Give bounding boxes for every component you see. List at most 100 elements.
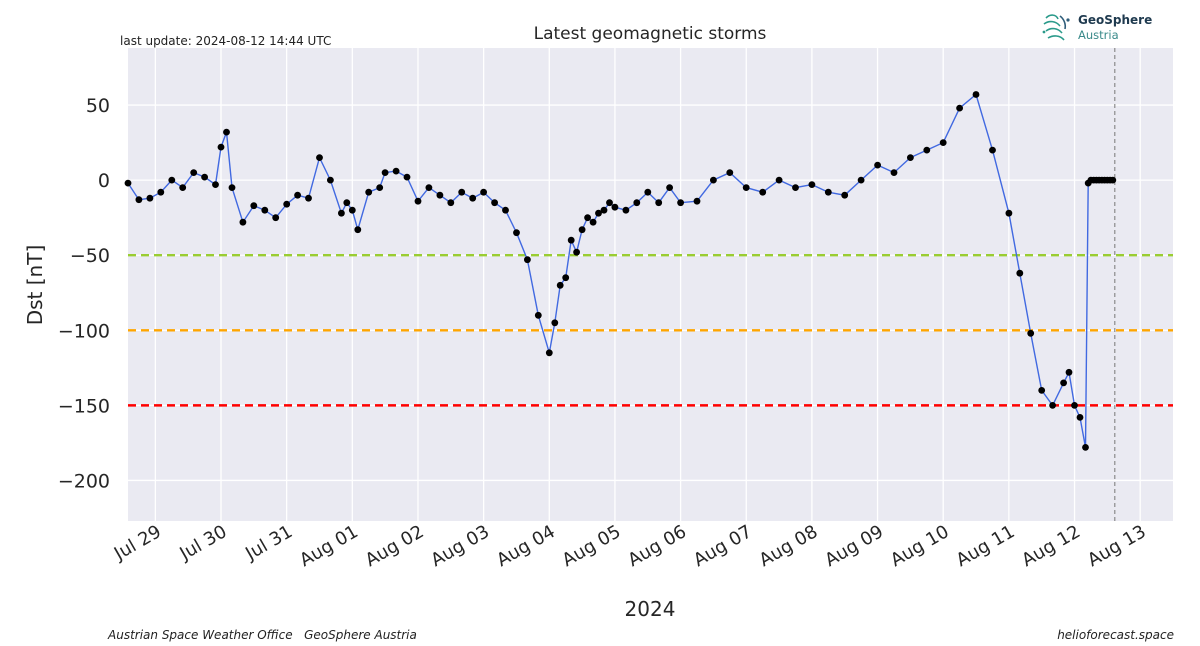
dst-point (447, 199, 455, 207)
dst-point (261, 206, 269, 214)
dst-point (551, 319, 559, 327)
dst-point (939, 139, 947, 147)
dst-series (124, 91, 1117, 451)
dst-point (272, 214, 280, 222)
dst-point (212, 181, 219, 189)
dst-point (693, 197, 701, 205)
y-axis-label: Dst [nT] (23, 245, 47, 326)
dst-point (157, 188, 165, 196)
dst-point (376, 184, 384, 192)
dst-point (425, 184, 433, 192)
x-tick-label: Jul 31 (241, 521, 296, 565)
logo-name: GeoSphere (1078, 13, 1153, 27)
dst-point (223, 128, 230, 136)
y-tick-label: −50 (70, 245, 110, 267)
dst-point (595, 209, 602, 217)
x-tick-label: Aug 04 (493, 521, 559, 571)
x-tick-label: Aug 03 (427, 521, 493, 571)
dst-point (228, 184, 236, 192)
dst-point (972, 91, 980, 98)
dst-point (403, 173, 411, 181)
plot-area (128, 48, 1173, 521)
dst-point (239, 218, 247, 226)
dst-point (491, 199, 498, 207)
dst-point (1071, 402, 1078, 409)
x-tick-label: Aug 06 (624, 521, 690, 571)
dst-point (666, 184, 673, 192)
dst-point (622, 206, 630, 214)
geosphere-logo: GeoSphere Austria (1040, 10, 1153, 44)
dst-point (327, 176, 334, 184)
dst-point (354, 226, 362, 234)
dst-point (365, 188, 373, 196)
dst-point (217, 143, 225, 151)
dst-point (1049, 402, 1056, 409)
dst-point (644, 188, 652, 196)
dst-point (305, 194, 312, 202)
dst-point (392, 167, 400, 175)
dst-point (1005, 209, 1013, 217)
x-axis-label: 2024 (625, 597, 676, 621)
dst-point (502, 206, 509, 214)
dst-point (1060, 379, 1067, 387)
y-tick-label: −200 (58, 470, 110, 492)
dst-point (513, 229, 520, 237)
dst-point (907, 154, 914, 162)
dst-point (578, 226, 586, 234)
dst-point (469, 194, 477, 202)
dst-point (381, 169, 389, 177)
y-tick-label: 50 (86, 95, 110, 117)
dst-point (1016, 269, 1024, 277)
dst-point (348, 206, 356, 214)
threshold-lines (128, 254, 1173, 407)
dst-point (201, 173, 209, 181)
x-tick-label: Jul 29 (110, 521, 165, 565)
dst-point (524, 256, 531, 264)
dst-point (775, 176, 783, 184)
grid (128, 48, 1173, 521)
x-tick-label: Aug 08 (756, 521, 822, 571)
dst-point (294, 191, 301, 199)
dst-point (792, 184, 799, 192)
footer-credit: Austrian Space Weather Office GeoSphere … (108, 628, 417, 642)
dst-point (1076, 414, 1084, 421)
dst-point (179, 184, 187, 192)
dst-point (759, 188, 767, 196)
dst-point (343, 199, 351, 207)
dst-point (1082, 444, 1089, 451)
y-tick-label: −100 (58, 320, 110, 342)
dst-point (480, 188, 487, 196)
dst-point (874, 161, 881, 169)
x-tick-label: Aug 07 (690, 521, 756, 571)
dst-point (923, 146, 931, 154)
chart-title: Latest geomagnetic storms (534, 24, 767, 44)
dst-point (589, 218, 597, 226)
dst-point (124, 179, 132, 187)
dst-point (890, 169, 898, 177)
y-tick-label: 0 (98, 170, 110, 192)
dst-point (414, 197, 422, 205)
dst-point (824, 188, 832, 196)
dst-point (611, 203, 619, 211)
x-tick-label: Aug 02 (362, 521, 428, 571)
x-tick-label: Aug 12 (1018, 521, 1084, 571)
dst-point (436, 191, 444, 199)
dst-point (956, 104, 963, 112)
dst-point (316, 154, 323, 162)
dst-point (250, 202, 258, 210)
dst-point (1027, 329, 1035, 337)
x-tick-label: Jul 30 (176, 521, 231, 565)
x-tick-label: Aug 01 (296, 521, 362, 571)
dst-point (168, 176, 176, 184)
dst-point (633, 199, 641, 207)
dst-point (1065, 368, 1073, 376)
footer-url: helioforecast.space (1057, 628, 1174, 642)
dst-point (677, 199, 684, 207)
dst-point (808, 181, 816, 189)
dst-point (556, 281, 564, 289)
dst-point (606, 199, 613, 207)
dst-point (726, 169, 734, 177)
dst-point (573, 248, 580, 256)
dst-point (600, 206, 608, 214)
